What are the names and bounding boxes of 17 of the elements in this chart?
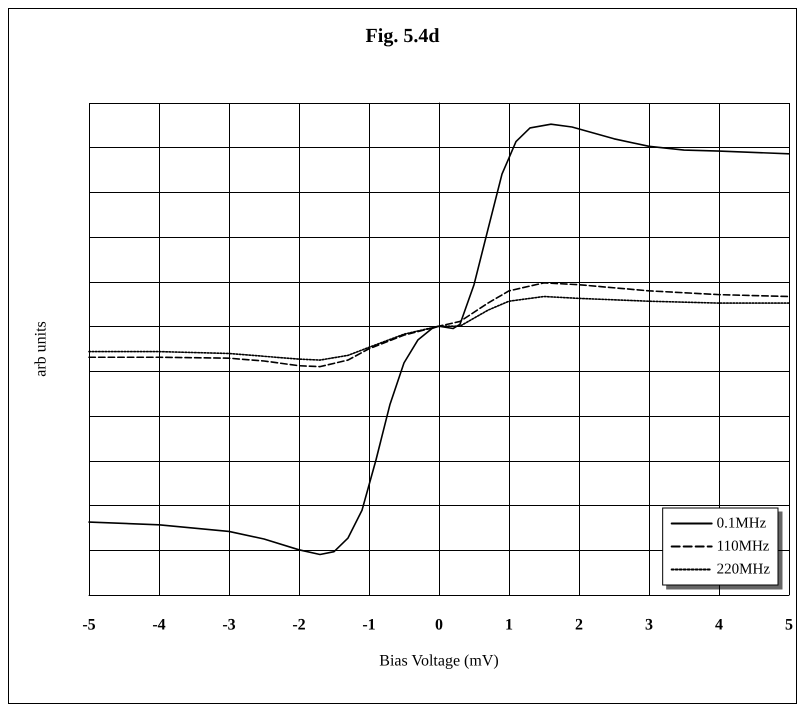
y-axis-title: arb units [32,321,50,377]
legend-label: 0.1MHz [716,516,767,532]
x-tick-label: 3 [645,616,653,634]
chart-title: Fig. 5.4d [366,25,440,47]
x-tick-label: -2 [292,616,306,634]
x-tick-label: 5 [785,616,793,634]
legend-label: 110MHz [716,538,770,554]
x-tick-label: 4 [715,616,723,634]
x-tick-label: -1 [362,616,376,634]
x-tick-label: -5 [82,616,96,634]
x-tick-label: -3 [222,616,236,634]
x-tick-label: 0 [435,616,443,634]
legend-label: 220MHz [716,562,770,578]
x-axis-title: Bias Voltage (mV) [379,652,499,670]
x-tick-label: 1 [505,616,513,634]
x-tick-label: -4 [152,616,166,634]
x-tick-label: 2 [575,616,583,634]
